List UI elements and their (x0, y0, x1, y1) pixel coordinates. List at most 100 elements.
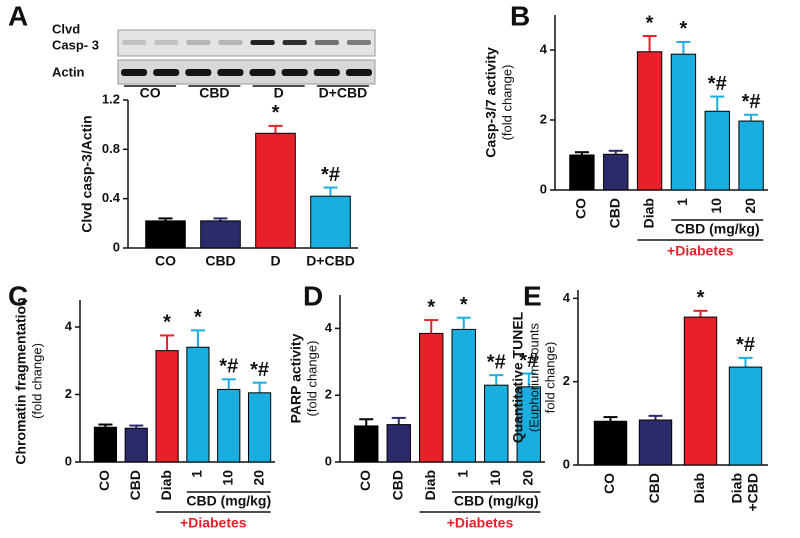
x-tick-label: Diab (640, 198, 656, 228)
y-tick-label: 0 (563, 456, 570, 471)
lane-label: CBD (199, 85, 229, 101)
x-tick-label: D (270, 253, 280, 269)
bar (728, 366, 763, 466)
y-tick-label: 0.4 (102, 190, 121, 205)
x-tick-label: 1 (189, 470, 205, 478)
y-axis-label: Quantitative TUNEL (510, 311, 526, 443)
panel-letter: B (510, 0, 530, 31)
significance: * (680, 18, 688, 40)
blot-band (185, 69, 212, 76)
y-tick-label: 2 (563, 373, 570, 388)
lane-label: D (274, 85, 284, 101)
bar (569, 154, 595, 191)
x-tick-label: Diab (422, 470, 438, 500)
y-axis-label: (fold change) (304, 341, 319, 417)
blot-label: Actin (52, 64, 85, 79)
y-axis-label: fold change) (542, 342, 557, 414)
bar (704, 110, 730, 191)
blot-label: Clvd (52, 21, 80, 36)
x-tick-label: CBD (205, 253, 235, 269)
x-tick-label: CBD (127, 470, 143, 500)
significance: * (272, 102, 280, 124)
panel-letter: A (8, 0, 28, 31)
blot-band (217, 69, 244, 76)
bar (255, 132, 296, 249)
bar (603, 153, 629, 191)
bar (484, 384, 509, 463)
panel-letter: D (303, 280, 323, 311)
bar (247, 392, 272, 463)
y-axis-label: Casp-3/7 activity (483, 47, 499, 158)
blot-label: Casp- 3 (52, 37, 99, 52)
significance: *# (487, 351, 506, 373)
significance: * (460, 294, 468, 316)
significance: * (163, 312, 171, 334)
y-tick-label: 2 (540, 111, 547, 126)
y-tick-label: 0 (65, 453, 72, 468)
x-tick-label: CO (601, 473, 617, 494)
x-tick-label: 1 (674, 198, 690, 206)
x-tick-label: 20 (519, 470, 535, 486)
y-tick-label: 4 (540, 41, 548, 56)
significance: * (427, 296, 435, 318)
y-axis-label: Chromatin fragmentation (13, 297, 29, 464)
blot-band (154, 40, 179, 45)
significance: *# (519, 350, 538, 372)
x-tick-label: CBD (646, 473, 662, 503)
x-tick-label: 1 (454, 470, 470, 478)
blot-band (313, 69, 340, 76)
x-tick-label: CO (155, 253, 176, 269)
y-tick-label: 4 (325, 320, 333, 335)
significance: * (646, 12, 654, 34)
significance: *# (321, 164, 340, 186)
bar (145, 220, 186, 249)
y-axis-label: (Euphorium counts (526, 322, 541, 432)
blot-band (281, 69, 308, 76)
bar (419, 332, 444, 463)
significance: *# (219, 356, 238, 378)
blot-band (314, 40, 339, 45)
bar (217, 388, 241, 463)
x-tick-label: 10 (487, 470, 503, 486)
panel-letter: E (523, 280, 542, 311)
bar (386, 424, 411, 463)
bar (683, 316, 718, 466)
significance: *# (708, 73, 727, 95)
x-tick-label: Diab (691, 473, 707, 503)
bar (738, 120, 764, 191)
bar (638, 419, 673, 466)
blot-band (249, 69, 276, 76)
group-note: +Diabetes (180, 515, 247, 531)
significance: * (194, 307, 202, 329)
y-tick-label: 4 (65, 318, 73, 333)
x-tick-label: Diab (158, 470, 174, 500)
group-note: +Diabetes (667, 243, 734, 259)
y-tick-label: 0 (325, 453, 332, 468)
y-axis-label: (fold change) (29, 343, 44, 419)
bar (354, 425, 379, 463)
x-tick-label: Diab+CBD (728, 473, 760, 512)
x-tick-label: 10 (219, 470, 235, 486)
x-tick-label: D+CBD (306, 253, 355, 269)
panel-letter: C (8, 280, 28, 311)
bar (310, 195, 351, 249)
bar (451, 328, 476, 463)
group-note: +Diabetes (447, 515, 514, 531)
y-tick-label: 0.8 (102, 141, 120, 156)
significance: * (697, 287, 705, 309)
blot-band (218, 40, 243, 45)
x-tick-label: CBD (389, 470, 405, 500)
lane-label: CO (140, 85, 161, 101)
x-tick-label: CO (96, 470, 112, 491)
blot-band (250, 40, 275, 45)
bar (155, 350, 179, 463)
y-tick-label: 1.2 (102, 91, 120, 106)
bar (593, 420, 628, 466)
bar (636, 51, 663, 191)
blot-band (282, 40, 307, 45)
blot-band (122, 40, 147, 45)
x-tick-label: 20 (250, 470, 266, 486)
bar (670, 53, 697, 191)
y-axis-label: (fold change) (499, 65, 514, 141)
y-tick-label: 0 (113, 239, 120, 254)
